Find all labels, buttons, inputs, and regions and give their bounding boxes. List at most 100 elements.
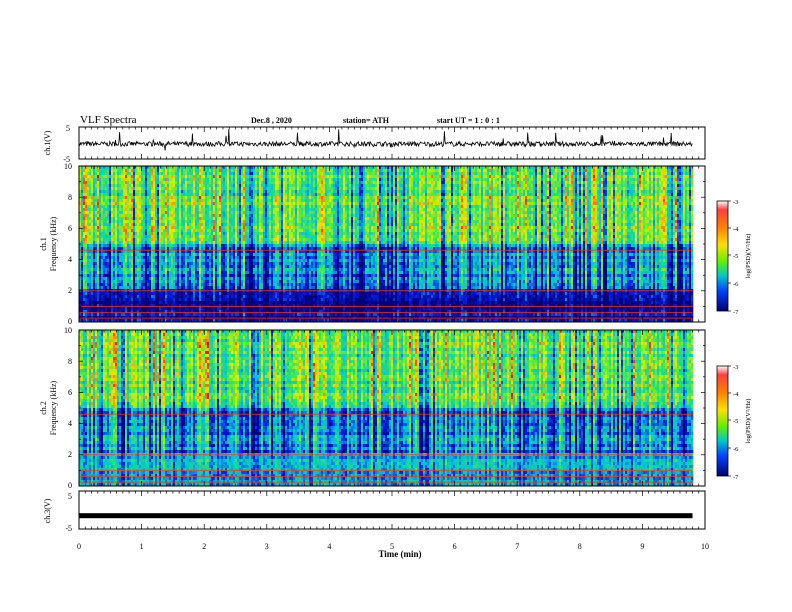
spectrogram-cell [291, 193, 293, 196]
spectrogram-cell [639, 181, 641, 184]
spectrogram-cell [465, 202, 467, 205]
spectrogram-cell [415, 184, 417, 187]
spectrogram-cell [519, 184, 521, 187]
spectrogram-cell [591, 175, 593, 178]
spectrogram-cell [167, 208, 169, 211]
spectrogram-cell [101, 208, 103, 211]
spectrogram-cell [665, 175, 667, 178]
spectrogram-cell [521, 178, 523, 181]
spectrogram-cell [147, 196, 149, 199]
spectrogram-cell [117, 193, 119, 196]
spectrogram-cell [377, 181, 379, 184]
spectrogram-cell [665, 184, 667, 187]
spectrogram-cell [599, 187, 601, 190]
spectrogram-cell [427, 199, 429, 202]
spectrogram-cell [189, 205, 191, 208]
spectrogram-cell [543, 187, 545, 190]
spectrogram-cell [445, 193, 447, 196]
spectrogram-cell [575, 202, 577, 205]
spectrogram-cell [255, 205, 257, 208]
spectrogram-cell [263, 208, 265, 211]
spectrogram-cell [111, 172, 113, 175]
spectrogram-cell [461, 190, 463, 193]
spectrogram-cell [671, 175, 673, 178]
spectrogram-cell [441, 184, 443, 187]
spectrogram-cell [427, 208, 429, 211]
spectrogram-cell [521, 196, 523, 199]
spectrogram-cell [559, 208, 561, 211]
spectrogram-cell [293, 193, 295, 196]
spectrogram-cell [389, 178, 391, 181]
spectrogram-cell [123, 178, 125, 181]
spectrogram-cell [503, 184, 505, 187]
spectrogram-cell [309, 184, 311, 187]
spectrogram-cell [333, 169, 335, 172]
spectrogram-cell [103, 184, 105, 187]
spectrogram-cell [599, 205, 601, 208]
spectrogram-cell [627, 184, 629, 187]
spectrogram-cell [239, 169, 241, 172]
spectrogram-cell [371, 178, 373, 181]
spectrogram-cell [137, 193, 139, 196]
spectrogram-cell [215, 178, 217, 181]
spectrogram-cell [293, 190, 295, 193]
spectrogram-cell [415, 169, 417, 172]
spectrogram-cell [687, 181, 689, 184]
spectrogram-cell [461, 184, 463, 187]
spectrogram-cell [163, 190, 165, 193]
spectrogram-cell [361, 169, 363, 172]
spectrogram-cell [583, 205, 585, 208]
spectrogram-cell [593, 205, 595, 208]
spectrogram-cell [239, 199, 241, 202]
spectrogram-cell [149, 205, 151, 208]
spectrogram-cell [575, 187, 577, 190]
spectrogram-cell [691, 187, 693, 190]
spectrogram-cell [159, 208, 161, 211]
spectrogram-cell [671, 187, 673, 190]
spectrogram-cell [345, 184, 347, 187]
spectrogram-cell [423, 172, 425, 175]
spectrogram-cell [351, 199, 353, 202]
spectrogram-cell [327, 169, 329, 172]
spectrogram-cell [257, 187, 259, 190]
spectrogram-cell [657, 205, 659, 208]
spectrogram-cell [457, 202, 459, 205]
spectrogram-cell [167, 181, 169, 184]
spectrogram-cell [323, 178, 325, 181]
spectrogram-cell [627, 208, 629, 211]
spectrogram-cell [481, 208, 483, 211]
spectrogram-cell [181, 205, 183, 208]
spectrogram-cell [493, 196, 495, 199]
spectrogram-cell [533, 196, 535, 199]
spectrogram-cell [205, 196, 207, 199]
spectrogram-cell [489, 202, 491, 205]
spectrogram-cell [165, 193, 167, 196]
spectrogram-cell [199, 199, 201, 202]
spectrogram-cell [573, 202, 575, 205]
spectrogram-cell [359, 208, 361, 211]
spectrogram-cell [593, 199, 595, 202]
spectrogram-cell [497, 187, 499, 190]
spectrogram-cell [657, 172, 659, 175]
spectrogram-cell [447, 205, 449, 208]
spectrogram-cell [113, 199, 115, 202]
spectrogram-cell [509, 181, 511, 184]
spectrogram-cell [469, 202, 471, 205]
spectrogram-cell [635, 175, 637, 178]
spectrogram-cell [245, 172, 247, 175]
spectrogram-cell [497, 175, 499, 178]
spectrogram-cell [637, 181, 639, 184]
spectrogram-cell [337, 202, 339, 205]
spectrogram-cell [403, 199, 405, 202]
spectrogram-cell [523, 202, 525, 205]
spectrogram-cell [617, 202, 619, 205]
spectrogram-cell [539, 172, 541, 175]
spectrogram-cell [129, 178, 131, 181]
spectrogram-cell [533, 178, 535, 181]
spectrogram-cell [631, 172, 633, 175]
spectrogram-cell [655, 193, 657, 196]
spectrogram-cell [607, 205, 609, 208]
spectrogram-cell [265, 205, 267, 208]
spectrogram-cell [373, 196, 375, 199]
spectrogram-cell [441, 175, 443, 178]
